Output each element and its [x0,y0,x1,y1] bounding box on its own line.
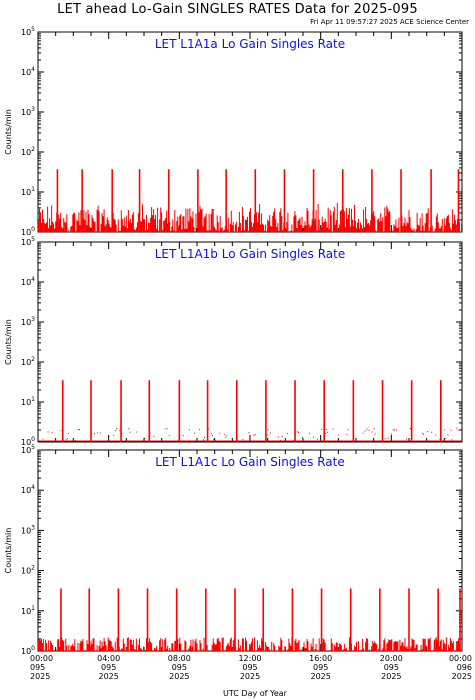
y-axis-title: Counts/min [4,109,13,155]
x-tick-year: 2025 [30,672,50,681]
baseline-noise [38,203,462,232]
generation-timestamp: Fri Apr 11 09:57:27 2025 ACE Science Cen… [310,18,469,26]
x-tick-year: 2025 [452,672,472,681]
y-tick-label: 104 [21,484,35,495]
x-tick-time: 20:00 [380,654,403,663]
baseline-noise [38,637,460,651]
panel-title: LET L1A1a Lo Gain Singles Rate [155,37,345,51]
x-tick-doy: 095 [172,663,187,672]
panel-frame [37,241,463,443]
y-tick-label: 104 [21,276,35,287]
y-tick-label: 102 [21,146,35,157]
x-tick-year: 2025 [240,672,260,681]
y-tick-label: 100 [21,226,35,237]
x-tick-time: 00:00 [30,654,53,663]
y-tick-label: 103 [21,316,35,327]
y-axis-title: Counts/min [4,319,13,365]
x-tick-doy: 095 [313,663,328,672]
y-axis-title: Counts/min [4,528,13,574]
x-tick-doy: 095 [384,663,399,672]
x-tick-year: 2025 [381,672,401,681]
y-tick-label: 103 [21,524,35,535]
y-tick-label: 105 [21,236,35,247]
baseline-noise [42,427,459,443]
x-tick-doy: 095 [30,663,45,672]
y-tick-label: 101 [21,605,35,616]
x-tick-doy: 095 [101,663,116,672]
page-title: LET ahead Lo-Gain SINGLES RATES Data for… [57,2,418,17]
x-tick-year: 2025 [310,672,330,681]
y-tick-label: 102 [21,356,35,367]
panel-frame [37,31,463,233]
x-tick-doy: 096 [457,663,472,672]
y-tick-label: 100 [21,436,35,447]
y-tick-label: 105 [21,444,35,455]
x-tick-time: 04:00 [97,654,120,663]
panel-title: LET L1A1b Lo Gain Singles Rate [155,247,346,261]
panel-frame [37,449,463,652]
y-tick-label: 105 [21,26,35,37]
x-tick-year: 2025 [98,672,118,681]
y-tick-label: 101 [21,396,35,407]
y-tick-label: 104 [21,66,35,77]
x-tick-time: 00:00 [449,654,472,663]
y-tick-label: 103 [21,106,35,117]
panel-title: LET L1A1c Lo Gain Singles Rate [155,455,345,469]
x-axis-title: UTC Day of Year [223,689,288,698]
x-tick-time: 12:00 [238,654,261,663]
x-tick-time: 08:00 [168,654,191,663]
x-tick-year: 2025 [169,672,189,681]
x-tick-time: 16:00 [309,654,332,663]
y-tick-label: 101 [21,186,35,197]
y-tick-label: 102 [21,565,35,576]
x-tick-doy: 095 [242,663,257,672]
y-tick-label: 100 [21,645,35,656]
